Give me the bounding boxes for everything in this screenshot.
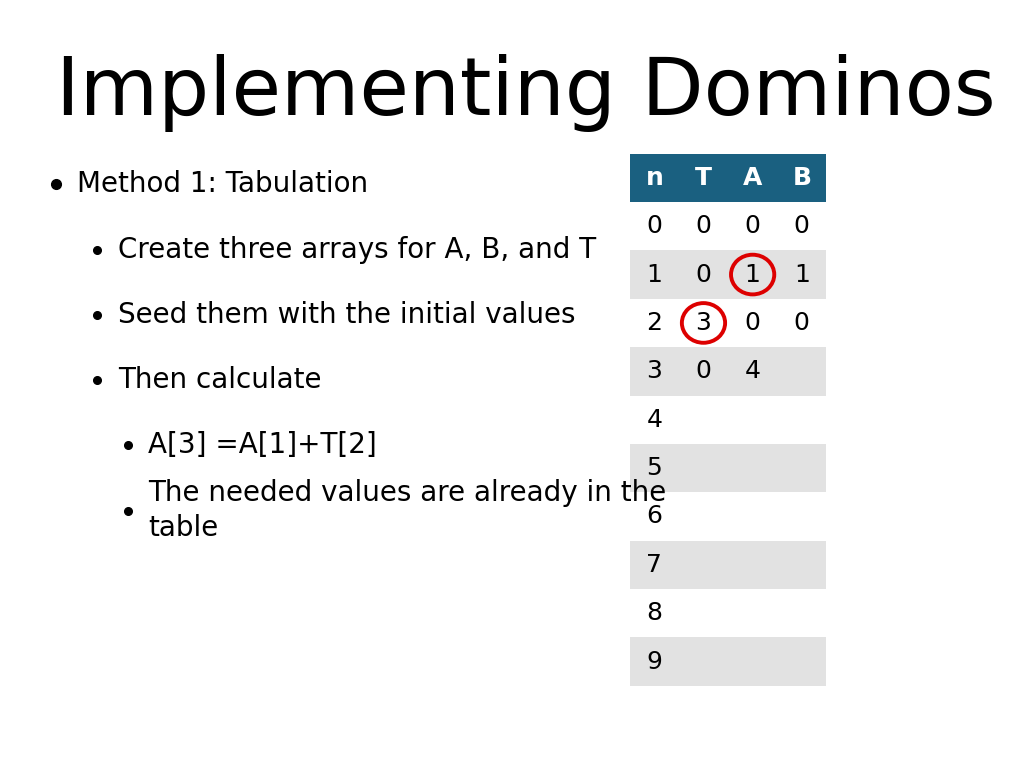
Text: 0: 0 bbox=[794, 311, 810, 335]
Text: 3: 3 bbox=[695, 311, 712, 335]
Text: 0: 0 bbox=[695, 359, 712, 383]
Text: 6: 6 bbox=[646, 505, 663, 528]
FancyBboxPatch shape bbox=[630, 637, 826, 686]
Text: 1: 1 bbox=[646, 263, 663, 286]
FancyBboxPatch shape bbox=[728, 154, 777, 202]
Text: Seed them with the initial values: Seed them with the initial values bbox=[118, 301, 575, 329]
FancyBboxPatch shape bbox=[630, 444, 826, 492]
Text: 4: 4 bbox=[744, 359, 761, 383]
FancyBboxPatch shape bbox=[630, 250, 826, 299]
Text: 9: 9 bbox=[646, 650, 663, 674]
FancyBboxPatch shape bbox=[630, 299, 826, 347]
FancyBboxPatch shape bbox=[630, 589, 826, 637]
FancyBboxPatch shape bbox=[630, 347, 826, 396]
Text: 4: 4 bbox=[646, 408, 663, 432]
Text: A: A bbox=[743, 166, 762, 190]
Text: 5: 5 bbox=[646, 456, 663, 480]
Text: B: B bbox=[793, 166, 811, 190]
Text: Then calculate: Then calculate bbox=[118, 366, 322, 394]
FancyBboxPatch shape bbox=[630, 492, 826, 541]
FancyBboxPatch shape bbox=[630, 154, 679, 202]
Text: 3: 3 bbox=[646, 359, 663, 383]
Text: Method 1: Tabulation: Method 1: Tabulation bbox=[77, 170, 368, 198]
Text: 0: 0 bbox=[695, 214, 712, 238]
Text: 2: 2 bbox=[646, 311, 663, 335]
Text: 1: 1 bbox=[744, 263, 761, 286]
FancyBboxPatch shape bbox=[679, 154, 728, 202]
Text: T: T bbox=[695, 166, 712, 190]
Text: 1: 1 bbox=[794, 263, 810, 286]
FancyBboxPatch shape bbox=[630, 541, 826, 589]
Text: 8: 8 bbox=[646, 601, 663, 625]
Text: Implementing Dominos: Implementing Dominos bbox=[56, 54, 996, 132]
Text: 0: 0 bbox=[744, 311, 761, 335]
FancyBboxPatch shape bbox=[777, 154, 826, 202]
Text: n: n bbox=[645, 166, 664, 190]
Text: 7: 7 bbox=[646, 553, 663, 577]
Text: 0: 0 bbox=[646, 214, 663, 238]
FancyBboxPatch shape bbox=[630, 202, 826, 250]
Text: Create three arrays for A, B, and T: Create three arrays for A, B, and T bbox=[118, 236, 596, 263]
Text: 0: 0 bbox=[695, 263, 712, 286]
Text: A[3] =A[1]+T[2]: A[3] =A[1]+T[2] bbox=[148, 432, 377, 459]
Text: The needed values are already in the
table: The needed values are already in the tab… bbox=[148, 479, 667, 542]
Text: 0: 0 bbox=[744, 214, 761, 238]
FancyBboxPatch shape bbox=[630, 396, 826, 444]
Text: 0: 0 bbox=[794, 214, 810, 238]
